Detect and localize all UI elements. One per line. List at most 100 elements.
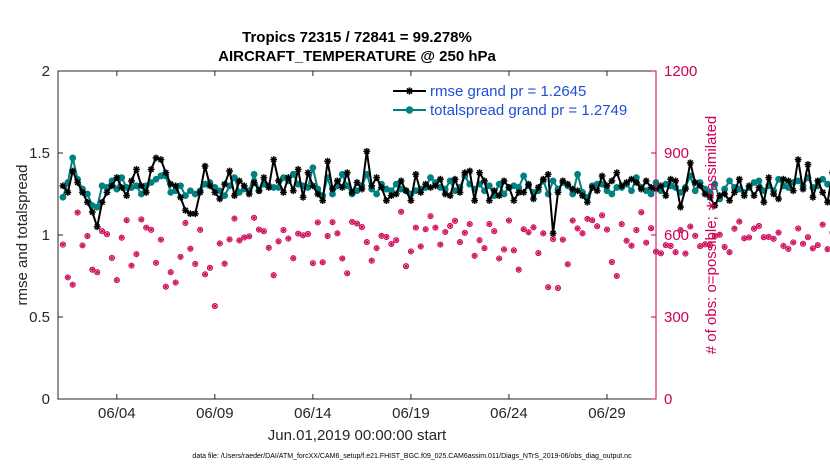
obs-possible-point (344, 270, 351, 277)
rmse-point (231, 192, 238, 200)
obs-possible-point (94, 269, 101, 276)
rmse-point (530, 195, 537, 203)
obs-assimilated-point (173, 280, 178, 285)
rmse-point (245, 190, 253, 198)
rmse-point (662, 192, 670, 200)
obs-assimilated-point (271, 272, 276, 278)
legend-rmse-label: rmse grand pr = 1.2645 (430, 83, 586, 100)
obs-possible-point (746, 234, 753, 241)
obs-assimilated-point (124, 217, 129, 223)
rmse-point (417, 188, 425, 196)
rmse-point (770, 190, 778, 198)
obs-possible-point (682, 250, 689, 257)
obs-possible-point (363, 239, 370, 246)
obs-assimilated-point (604, 227, 610, 232)
obs-possible-point (118, 234, 125, 241)
obs-possible-point (466, 221, 473, 228)
rmse-point (397, 177, 405, 185)
obs-assimilated-point (496, 256, 502, 261)
obs-assimilated-point (232, 216, 237, 221)
obs-assimilated-point (148, 227, 154, 233)
obs-assimilated-point (472, 253, 477, 259)
obs-possible-point (628, 242, 635, 249)
obs-assimilated-point (339, 256, 345, 261)
obs-assimilated-point (805, 234, 811, 240)
obs-assimilated-point (158, 237, 164, 242)
y-right-tick-label: 600 (664, 227, 689, 244)
x-tick-label: 06/14 (294, 405, 332, 422)
obs-possible-point (148, 226, 155, 233)
obs-possible-point (152, 259, 160, 266)
rmse-point (677, 203, 684, 211)
rmse-point (613, 169, 621, 177)
y-right-tick-label: 900 (664, 145, 689, 162)
obs-possible-point (339, 255, 346, 262)
rmse-point (177, 193, 184, 201)
obs-assimilated-point (320, 260, 325, 265)
obs-assimilated-point (531, 225, 536, 230)
obs-assimilated-point (85, 233, 90, 239)
obs-possible-point (657, 250, 664, 257)
obs-assimilated-point (202, 272, 208, 277)
rmse-point (260, 174, 268, 181)
rmse-point (221, 180, 229, 188)
rmse-point (162, 169, 170, 177)
obs-assimilated-point (737, 219, 742, 224)
obs-assimilated-point (629, 243, 634, 248)
obs-assimilated-point (178, 254, 183, 260)
obs-assimilated-point (477, 237, 482, 243)
rmse-point (574, 187, 581, 195)
obs-possible-point (780, 242, 787, 249)
totalspread-point (427, 174, 434, 182)
obs-possible-point (358, 224, 365, 231)
rmse-point (172, 182, 180, 190)
totalspread-point (93, 203, 101, 211)
obs-possible-point (138, 216, 145, 223)
obs-possible-point (648, 225, 655, 232)
obs-assimilated-point (658, 251, 664, 256)
rmse-point (338, 184, 346, 191)
rmse-point (250, 179, 258, 186)
totalspread-point (549, 177, 557, 185)
obs-assimilated-point (536, 250, 541, 256)
obs-possible-point (476, 237, 483, 244)
obs-possible-point (804, 234, 812, 241)
obs-assimilated-point (325, 233, 330, 239)
obs-possible-point (608, 259, 615, 266)
rmse-point (289, 187, 297, 195)
obs-possible-point (451, 217, 459, 224)
obs-assimilated-point (119, 235, 125, 241)
obs-possible-point (167, 269, 174, 276)
obs-possible-point (388, 240, 395, 248)
obs-possible-point (447, 222, 454, 230)
obs-possible-point (422, 226, 429, 233)
obs-assimilated-point (369, 258, 375, 263)
obs-assimilated-point (638, 210, 644, 215)
rmse-point (760, 198, 768, 206)
obs-assimilated-point (359, 224, 365, 230)
totalspread-point (726, 177, 733, 185)
rmse-point (294, 166, 302, 173)
rmse-point (108, 182, 116, 190)
rmse-point (755, 184, 763, 191)
rmse-point (79, 188, 86, 196)
rmse-point (402, 187, 410, 195)
rmse-point (383, 197, 390, 204)
obs-possible-point (809, 245, 816, 252)
obs-possible-point (383, 233, 390, 240)
rmse-point (216, 195, 224, 203)
rmse-point (510, 197, 518, 204)
rmse-point (520, 188, 528, 196)
rmse-point (196, 188, 204, 196)
obs-possible-point (442, 228, 449, 236)
obs-assimilated-point (188, 246, 193, 251)
rmse-point (481, 177, 488, 185)
rmse-point (309, 182, 317, 190)
obs-possible-point (799, 240, 807, 247)
rmse-point (485, 197, 493, 204)
totalspread-point (824, 180, 830, 188)
totalspread-point (794, 177, 802, 185)
rmse-point (265, 184, 273, 191)
rmse-point (358, 185, 366, 193)
rmse-point (201, 162, 209, 170)
